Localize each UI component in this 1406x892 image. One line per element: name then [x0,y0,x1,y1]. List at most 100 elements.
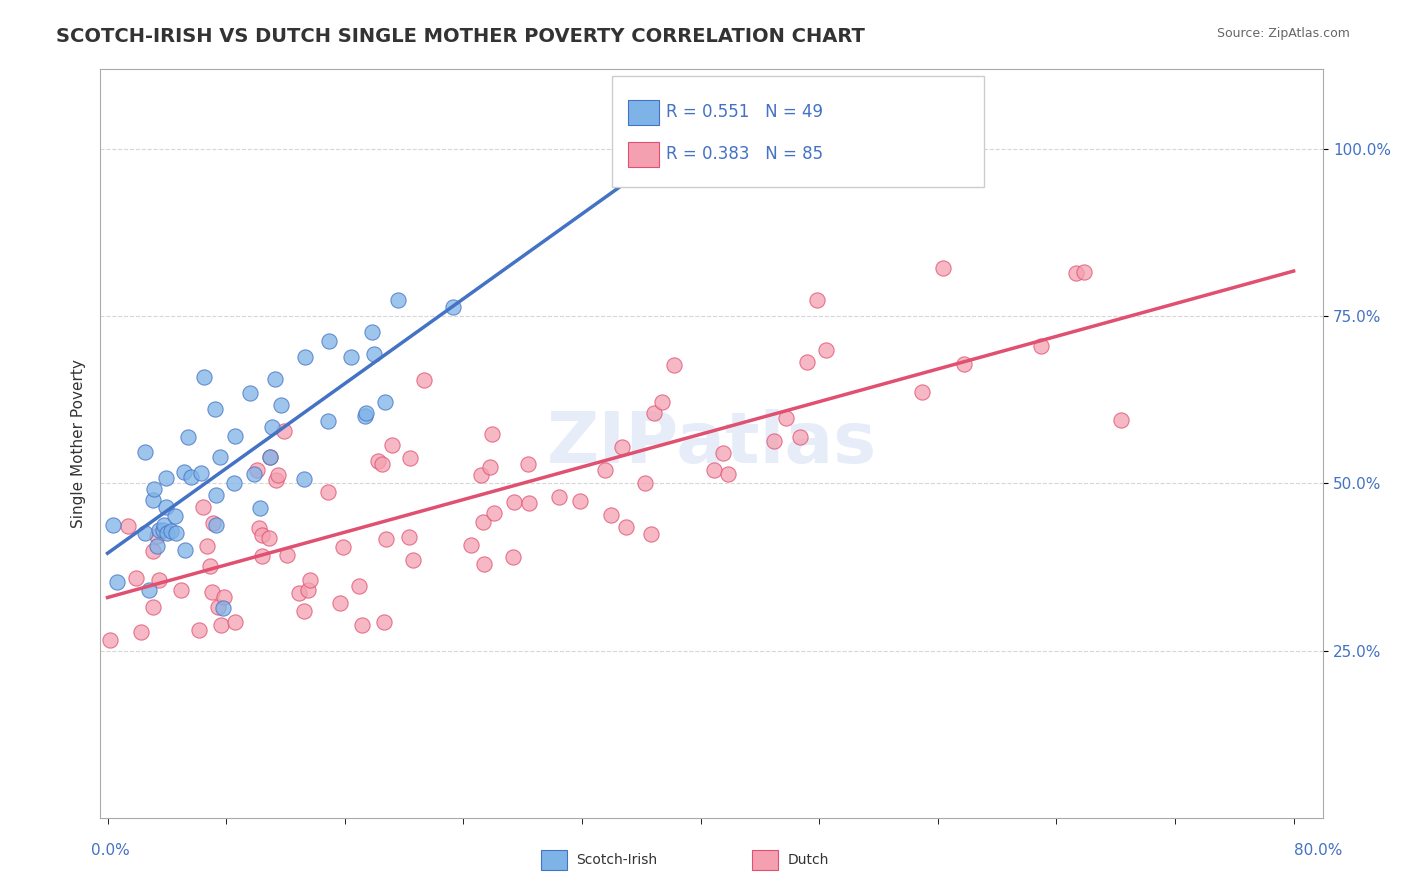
Point [472,515,495,529]
Point [316,485,339,500]
Point [165,525,187,540]
Point [292,604,315,618]
Point [412,373,434,387]
Point [371,457,394,471]
Point [190,466,212,480]
Point [796,355,818,369]
Point [595,463,617,477]
Point [367,454,389,468]
Point [259,450,281,465]
Point [316,414,339,428]
Point [173,465,195,479]
Point [193,370,215,384]
Point [201,585,224,599]
Point [398,530,420,544]
Point [1073,265,1095,279]
Point [339,350,361,364]
Point [470,467,492,482]
Point [474,557,496,571]
Point [763,434,786,448]
Point [354,406,377,420]
Point [329,596,352,610]
Point [361,325,384,339]
Point [373,615,395,629]
Point [398,450,420,465]
Point [198,559,221,574]
Point [332,541,354,555]
Point [260,420,283,434]
Point [640,526,662,541]
Point [292,472,315,486]
Point [775,410,797,425]
Y-axis label: Single Mother Poverty: Single Mother Poverty [72,359,86,528]
Point [177,430,200,444]
Point [243,467,266,482]
Point [148,573,170,587]
Point [209,450,232,464]
Point [381,438,404,452]
Point [238,386,260,401]
Point [814,343,837,358]
Point [129,624,152,639]
Point [146,528,169,542]
Text: 0.0%: 0.0% [91,843,131,858]
Point [350,617,373,632]
Point [911,384,934,399]
Point [222,476,245,491]
Point [789,430,811,444]
Point [160,524,183,539]
Point [98,633,121,648]
Point [502,495,524,509]
Point [205,517,228,532]
Point [517,457,540,471]
Point [1064,266,1087,280]
Point [297,583,319,598]
Point [569,494,592,508]
Point [374,395,396,409]
Point [205,488,228,502]
Point [134,445,156,459]
Point [349,579,371,593]
Point [267,468,290,483]
Point [478,459,501,474]
Point [170,582,193,597]
Point [481,427,503,442]
Point [250,549,273,564]
Point [610,441,633,455]
Point [953,358,976,372]
Point [703,463,725,477]
Point [354,409,377,424]
Point [614,520,637,534]
Point [318,334,340,349]
Point [125,571,148,585]
Point [142,544,165,558]
Point [375,533,398,547]
Point [713,446,735,460]
Text: 80.0%: 80.0% [1295,843,1343,858]
Point [247,521,270,535]
Point [643,406,665,420]
Point [155,500,177,515]
Text: R = 0.383   N = 85: R = 0.383 N = 85 [666,145,824,163]
Point [165,508,187,523]
Point [294,350,316,364]
Point [143,483,166,497]
Point [387,293,409,307]
Point [1111,413,1133,427]
Point [155,471,177,485]
Point [142,600,165,615]
Point [152,523,174,537]
Point [224,615,246,630]
Point [599,508,621,522]
Text: ZIPatlas: ZIPatlas [547,409,877,478]
Text: Scotch-Irish: Scotch-Irish [576,853,658,867]
Point [298,573,321,587]
Point [224,429,246,443]
Point [117,518,139,533]
Point [1031,339,1053,353]
Point [204,401,226,416]
Point [402,553,425,567]
Point [138,582,160,597]
Point [717,467,740,481]
Point [460,538,482,552]
